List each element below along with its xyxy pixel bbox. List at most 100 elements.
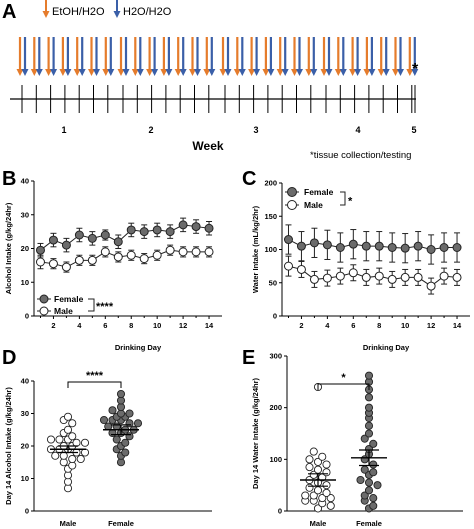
point-male-day7 [113, 252, 123, 262]
arrow-water-w2-d2-head [136, 69, 144, 76]
point-male-day2 [296, 264, 306, 274]
arrow-water-w2-d7 [208, 37, 216, 76]
point-female-day9 [387, 243, 397, 253]
dot-male-14 [80, 448, 90, 457]
arrow-water-w1-d5 [78, 37, 86, 76]
dot-male-7 [59, 451, 68, 460]
y-tick-label-20: 20 [21, 442, 29, 451]
dot-male-23 [68, 432, 77, 441]
dot-female-18 [364, 429, 374, 438]
point-female-day14 [204, 223, 214, 233]
point-male-day8 [126, 250, 136, 260]
arrow-water-w1-d2-head [35, 69, 43, 76]
point-male-day3 [309, 274, 319, 284]
arrow-etoh-w4-d2 [334, 37, 342, 76]
arrow-etoh-w1-d4-head [59, 69, 67, 76]
arrow-etoh-w1-d7 [102, 37, 110, 76]
point-male-day11 [413, 272, 423, 282]
point-male-day13 [191, 247, 201, 257]
arrow-water-w1-d4 [64, 37, 72, 76]
dot-male-8 [326, 494, 335, 503]
point-female-day11 [165, 227, 175, 237]
category-label-male: Male [310, 519, 327, 528]
arrow-water-w3-d5 [281, 37, 289, 76]
arrow-water-w4-d1-head [325, 69, 333, 76]
series-female [283, 224, 462, 265]
dot-male-26 [68, 419, 77, 428]
arrow-water-w3-d7 [310, 37, 318, 76]
chart-d-day14-alcohol: 0 10 20 30 40 Day 14 Alcohol Intake (g/kg/24h… [4, 370, 212, 528]
y-tick-label-200: 200 [269, 403, 282, 412]
point-female-day13 [439, 243, 449, 253]
dot-female-23 [364, 393, 374, 402]
point-female-day10 [400, 243, 410, 253]
point-male-day2 [48, 259, 58, 269]
panel-d: D 0 10 20 30 40 Day 14 Alcohol Intake (g/kg/2… [2, 347, 212, 528]
point-female-day8 [126, 225, 136, 235]
dot-male-11 [322, 488, 331, 497]
legend-etoh-arrow-head [42, 11, 50, 18]
arrow-water-w1-d4-head [64, 69, 72, 76]
dot-male-14 [322, 481, 331, 490]
point-female-day3 [309, 238, 319, 248]
arrow-water-w1-d7 [107, 37, 115, 76]
point-male-day12 [426, 281, 436, 291]
arrow-etoh-w2-d7-head [203, 69, 211, 76]
arrow-etoh-w3-d6-head [291, 69, 298, 76]
timeline-legend: EtOH/H2O H2O/H2O [42, 0, 172, 18]
series-male [283, 255, 462, 295]
point-male-day5 [335, 271, 345, 281]
dot-female-3 [121, 448, 130, 457]
dot-male-17 [46, 435, 56, 444]
arrow-etoh-w4-d5 [377, 37, 385, 76]
legend-female-label: Female [54, 294, 84, 304]
significance-marker: * [348, 196, 353, 208]
y-tick-label-40: 40 [21, 377, 29, 386]
arrow-etoh-w4-d2-head [334, 69, 342, 76]
dot-female-6 [121, 438, 130, 447]
timeline-xlabel: Week [192, 139, 223, 153]
point-female-day2 [296, 241, 306, 251]
legend-male-marker [287, 200, 297, 210]
timeline-week-labels: 1 2 3 4 5 [61, 125, 416, 135]
point-female-day4 [322, 240, 332, 250]
arrow-water-w1-d1-head [21, 69, 29, 76]
arrow-etoh-w1-d5 [73, 37, 81, 76]
arrow-etoh-w1-d1 [16, 37, 24, 76]
arrow-etoh-w2-d1 [117, 37, 125, 76]
point-male-day10 [152, 250, 162, 260]
point-male-day14 [204, 247, 214, 257]
week-label-2: 2 [148, 125, 153, 135]
arrow-etoh-w4-d7-head [406, 69, 414, 76]
dot-male-4 [326, 501, 335, 510]
arrow-water-w3-d7-head [310, 69, 318, 76]
dot-male-18 [55, 435, 64, 444]
arrow-etoh-w2-d6-head [189, 69, 196, 76]
arrow-water-w3-d4 [267, 37, 275, 76]
point-male-day10 [400, 272, 410, 282]
y-tick-label-40: 40 [21, 177, 29, 186]
x-tick-label-4: 4 [325, 321, 330, 330]
arrow-etoh-w4-d3 [349, 37, 357, 76]
dot-female-5 [112, 435, 121, 444]
arrow-water-w3-d6 [296, 37, 303, 76]
timeline-arrows [16, 37, 419, 76]
dot-female-21 [108, 406, 117, 415]
dot-male-17 [305, 463, 314, 472]
dot-female-17 [125, 419, 134, 428]
dot-female-17 [369, 439, 378, 448]
arrow-water-w2-d7-head [208, 69, 216, 76]
arrow-water-w1-d1 [21, 37, 29, 76]
point-female-day1 [35, 245, 45, 255]
arrow-etoh-w2-d6 [189, 37, 196, 76]
legend-water-label: H2O/H2O [123, 6, 172, 18]
point-male-day1 [35, 257, 45, 267]
y-tick-label-0: 0 [273, 312, 277, 321]
point-male-day14 [452, 272, 462, 282]
panel-a-timeline: A EtOH/H2O H2O/H2O 1 2 3 4 5 * Week *tissue c… [2, 0, 419, 161]
arrow-etoh-w1-d4 [59, 37, 67, 76]
arrow-water-w2-d2 [136, 37, 144, 76]
arrow-etoh-w3-d2 [233, 37, 241, 76]
y-tick-label-100: 100 [264, 245, 277, 254]
legend-male-marker [39, 306, 49, 316]
